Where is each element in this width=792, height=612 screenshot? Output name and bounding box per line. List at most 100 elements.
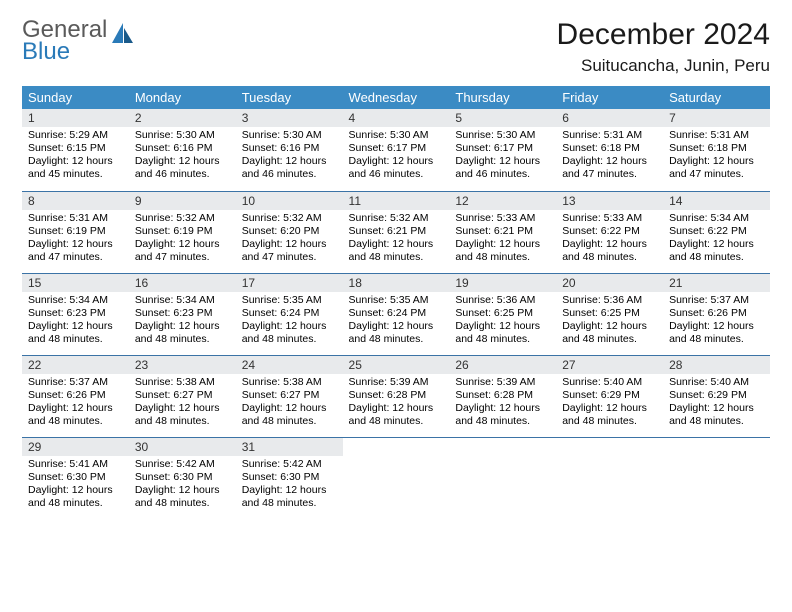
day-number: 17 bbox=[236, 274, 343, 292]
day-number: 22 bbox=[22, 356, 129, 374]
day-number: 9 bbox=[129, 192, 236, 210]
calendar-day-cell: 22Sunrise: 5:37 AMSunset: 6:26 PMDayligh… bbox=[22, 355, 129, 437]
sunrise-line: Sunrise: 5:42 AM bbox=[242, 458, 337, 471]
day-details: Sunrise: 5:37 AMSunset: 6:26 PMDaylight:… bbox=[663, 292, 770, 351]
weekday-header: Tuesday bbox=[236, 86, 343, 109]
daylight-line: Daylight: 12 hours and 48 minutes. bbox=[242, 320, 337, 346]
daylight-line: Daylight: 12 hours and 45 minutes. bbox=[28, 155, 123, 181]
day-details: Sunrise: 5:31 AMSunset: 6:18 PMDaylight:… bbox=[556, 127, 663, 186]
sunset-line: Sunset: 6:22 PM bbox=[562, 225, 657, 238]
day-details: Sunrise: 5:33 AMSunset: 6:22 PMDaylight:… bbox=[556, 210, 663, 269]
sunset-line: Sunset: 6:22 PM bbox=[669, 225, 764, 238]
day-details: Sunrise: 5:30 AMSunset: 6:16 PMDaylight:… bbox=[129, 127, 236, 186]
daylight-line: Daylight: 12 hours and 47 minutes. bbox=[562, 155, 657, 181]
sunset-line: Sunset: 6:23 PM bbox=[135, 307, 230, 320]
weekday-header: Friday bbox=[556, 86, 663, 109]
sunrise-line: Sunrise: 5:40 AM bbox=[669, 376, 764, 389]
calendar-day-cell: 18Sunrise: 5:35 AMSunset: 6:24 PMDayligh… bbox=[343, 273, 450, 355]
calendar-day-cell bbox=[343, 437, 450, 519]
day-number: 12 bbox=[449, 192, 556, 210]
day-number: 30 bbox=[129, 438, 236, 456]
calendar-day-cell: 1Sunrise: 5:29 AMSunset: 6:15 PMDaylight… bbox=[22, 109, 129, 191]
day-number: 28 bbox=[663, 356, 770, 374]
day-details: Sunrise: 5:33 AMSunset: 6:21 PMDaylight:… bbox=[449, 210, 556, 269]
sunset-line: Sunset: 6:17 PM bbox=[349, 142, 444, 155]
sunset-line: Sunset: 6:16 PM bbox=[135, 142, 230, 155]
daylight-line: Daylight: 12 hours and 48 minutes. bbox=[562, 238, 657, 264]
weekday-header: Monday bbox=[129, 86, 236, 109]
day-details: Sunrise: 5:34 AMSunset: 6:23 PMDaylight:… bbox=[129, 292, 236, 351]
day-number: 24 bbox=[236, 356, 343, 374]
sunset-line: Sunset: 6:25 PM bbox=[562, 307, 657, 320]
sunrise-line: Sunrise: 5:31 AM bbox=[562, 129, 657, 142]
day-number: 8 bbox=[22, 192, 129, 210]
brand-logo: General Blue bbox=[22, 18, 135, 64]
calendar-day-cell bbox=[449, 437, 556, 519]
day-number: 14 bbox=[663, 192, 770, 210]
sunrise-line: Sunrise: 5:32 AM bbox=[242, 212, 337, 225]
daylight-line: Daylight: 12 hours and 48 minutes. bbox=[135, 402, 230, 428]
day-number: 20 bbox=[556, 274, 663, 292]
calendar-day-cell: 30Sunrise: 5:42 AMSunset: 6:30 PMDayligh… bbox=[129, 437, 236, 519]
calendar-day-cell: 14Sunrise: 5:34 AMSunset: 6:22 PMDayligh… bbox=[663, 191, 770, 273]
sunrise-line: Sunrise: 5:35 AM bbox=[242, 294, 337, 307]
day-details: Sunrise: 5:34 AMSunset: 6:22 PMDaylight:… bbox=[663, 210, 770, 269]
sunrise-line: Sunrise: 5:29 AM bbox=[28, 129, 123, 142]
sail-icon bbox=[111, 22, 135, 49]
sunset-line: Sunset: 6:24 PM bbox=[242, 307, 337, 320]
day-number: 19 bbox=[449, 274, 556, 292]
brand-blue: Blue bbox=[22, 40, 107, 64]
sunset-line: Sunset: 6:21 PM bbox=[455, 225, 550, 238]
daylight-line: Daylight: 12 hours and 46 minutes. bbox=[242, 155, 337, 181]
sunrise-line: Sunrise: 5:36 AM bbox=[562, 294, 657, 307]
calendar-day-cell: 21Sunrise: 5:37 AMSunset: 6:26 PMDayligh… bbox=[663, 273, 770, 355]
day-details: Sunrise: 5:36 AMSunset: 6:25 PMDaylight:… bbox=[449, 292, 556, 351]
day-number: 2 bbox=[129, 109, 236, 127]
sunset-line: Sunset: 6:23 PM bbox=[28, 307, 123, 320]
daylight-line: Daylight: 12 hours and 47 minutes. bbox=[135, 238, 230, 264]
sunset-line: Sunset: 6:20 PM bbox=[242, 225, 337, 238]
day-details: Sunrise: 5:42 AMSunset: 6:30 PMDaylight:… bbox=[129, 456, 236, 515]
day-details: Sunrise: 5:36 AMSunset: 6:25 PMDaylight:… bbox=[556, 292, 663, 351]
daylight-line: Daylight: 12 hours and 48 minutes. bbox=[28, 402, 123, 428]
sunrise-line: Sunrise: 5:38 AM bbox=[242, 376, 337, 389]
day-details: Sunrise: 5:35 AMSunset: 6:24 PMDaylight:… bbox=[236, 292, 343, 351]
sunset-line: Sunset: 6:28 PM bbox=[349, 389, 444, 402]
sunrise-line: Sunrise: 5:30 AM bbox=[455, 129, 550, 142]
daylight-line: Daylight: 12 hours and 48 minutes. bbox=[28, 484, 123, 510]
sunset-line: Sunset: 6:18 PM bbox=[669, 142, 764, 155]
daylight-line: Daylight: 12 hours and 46 minutes. bbox=[349, 155, 444, 181]
calendar-day-cell: 7Sunrise: 5:31 AMSunset: 6:18 PMDaylight… bbox=[663, 109, 770, 191]
calendar-day-cell: 26Sunrise: 5:39 AMSunset: 6:28 PMDayligh… bbox=[449, 355, 556, 437]
day-details: Sunrise: 5:30 AMSunset: 6:16 PMDaylight:… bbox=[236, 127, 343, 186]
calendar-day-cell: 13Sunrise: 5:33 AMSunset: 6:22 PMDayligh… bbox=[556, 191, 663, 273]
title-block: December 2024 Suitucancha, Junin, Peru bbox=[557, 18, 770, 76]
daylight-line: Daylight: 12 hours and 48 minutes. bbox=[455, 238, 550, 264]
day-number: 11 bbox=[343, 192, 450, 210]
sunrise-line: Sunrise: 5:33 AM bbox=[562, 212, 657, 225]
day-number: 5 bbox=[449, 109, 556, 127]
daylight-line: Daylight: 12 hours and 46 minutes. bbox=[455, 155, 550, 181]
sunset-line: Sunset: 6:18 PM bbox=[562, 142, 657, 155]
day-details: Sunrise: 5:42 AMSunset: 6:30 PMDaylight:… bbox=[236, 456, 343, 515]
day-number: 21 bbox=[663, 274, 770, 292]
sunset-line: Sunset: 6:29 PM bbox=[562, 389, 657, 402]
sunset-line: Sunset: 6:28 PM bbox=[455, 389, 550, 402]
daylight-line: Daylight: 12 hours and 46 minutes. bbox=[135, 155, 230, 181]
day-details: Sunrise: 5:35 AMSunset: 6:24 PMDaylight:… bbox=[343, 292, 450, 351]
day-number: 10 bbox=[236, 192, 343, 210]
calendar-day-cell: 29Sunrise: 5:41 AMSunset: 6:30 PMDayligh… bbox=[22, 437, 129, 519]
sunrise-line: Sunrise: 5:36 AM bbox=[455, 294, 550, 307]
day-details: Sunrise: 5:29 AMSunset: 6:15 PMDaylight:… bbox=[22, 127, 129, 186]
sunset-line: Sunset: 6:17 PM bbox=[455, 142, 550, 155]
calendar-day-cell: 17Sunrise: 5:35 AMSunset: 6:24 PMDayligh… bbox=[236, 273, 343, 355]
day-details: Sunrise: 5:40 AMSunset: 6:29 PMDaylight:… bbox=[556, 374, 663, 433]
calendar-day-cell: 24Sunrise: 5:38 AMSunset: 6:27 PMDayligh… bbox=[236, 355, 343, 437]
day-number: 18 bbox=[343, 274, 450, 292]
day-details: Sunrise: 5:32 AMSunset: 6:21 PMDaylight:… bbox=[343, 210, 450, 269]
daylight-line: Daylight: 12 hours and 48 minutes. bbox=[135, 484, 230, 510]
sunset-line: Sunset: 6:30 PM bbox=[135, 471, 230, 484]
calendar-week-row: 8Sunrise: 5:31 AMSunset: 6:19 PMDaylight… bbox=[22, 191, 770, 273]
brand-text: General Blue bbox=[22, 18, 107, 64]
day-details: Sunrise: 5:30 AMSunset: 6:17 PMDaylight:… bbox=[449, 127, 556, 186]
